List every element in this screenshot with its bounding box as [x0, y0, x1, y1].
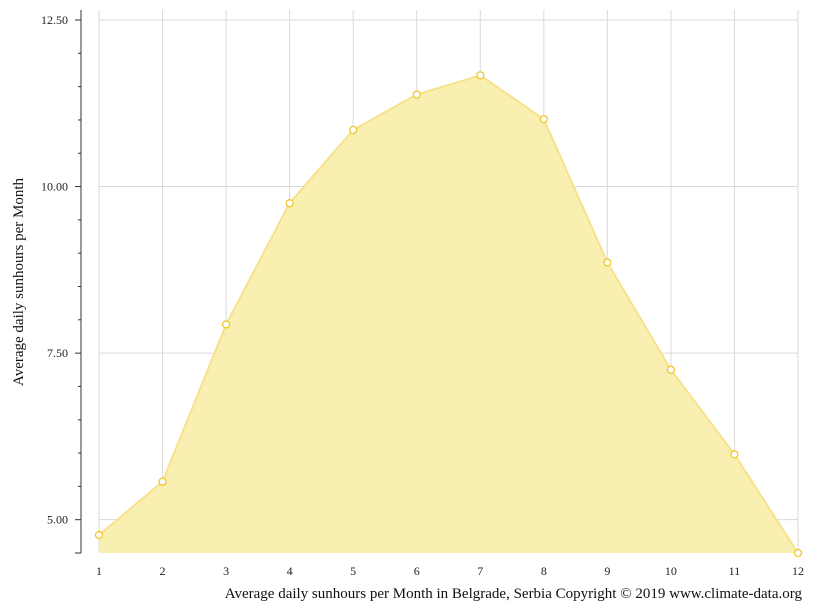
x-tick-labels: 1 2 3 4 5 6 7 8 9 10 11 12 [96, 564, 804, 578]
y-tick-label: 7.50 [47, 346, 68, 360]
data-point [158, 477, 167, 486]
x-tick-label: 11 [729, 564, 741, 578]
data-point [285, 199, 294, 208]
x-tick-label: 8 [541, 564, 547, 578]
data-point [94, 530, 104, 540]
data-point [603, 258, 612, 267]
data-point [730, 450, 739, 459]
x-tick-label: 4 [287, 564, 293, 578]
data-point [476, 71, 485, 80]
y-tick-labels: 5.00 7.50 10.00 12.50 [41, 13, 68, 527]
y-axis [75, 10, 82, 554]
y-tick-label: 5.00 [47, 513, 68, 527]
x-tick-label: 3 [223, 564, 229, 578]
x-tick-label: 9 [604, 564, 610, 578]
y-axis-title: Average daily sunhours per Month [11, 178, 27, 387]
x-tick-label: 5 [350, 564, 356, 578]
x-tick-label: 2 [160, 564, 166, 578]
data-point [793, 548, 803, 558]
x-tick-label: 12 [792, 564, 804, 578]
x-tick-label: 6 [414, 564, 420, 578]
x-axis-title: Average daily sunhours per Month in Belg… [225, 586, 803, 602]
data-point [349, 125, 358, 135]
data-points [94, 71, 803, 558]
sunhours-series-line [98, 74, 799, 554]
sunhours-area-fill [99, 75, 798, 554]
data-point [666, 365, 676, 374]
data-point [412, 90, 421, 99]
x-tick-label: 10 [665, 564, 677, 578]
x-tick-label: 7 [477, 564, 483, 578]
data-point [539, 115, 548, 124]
y-tick-label: 12.50 [41, 13, 68, 27]
x-tick-label: 1 [96, 564, 102, 578]
y-tick-label: 10.00 [41, 180, 68, 194]
data-point [221, 320, 231, 329]
